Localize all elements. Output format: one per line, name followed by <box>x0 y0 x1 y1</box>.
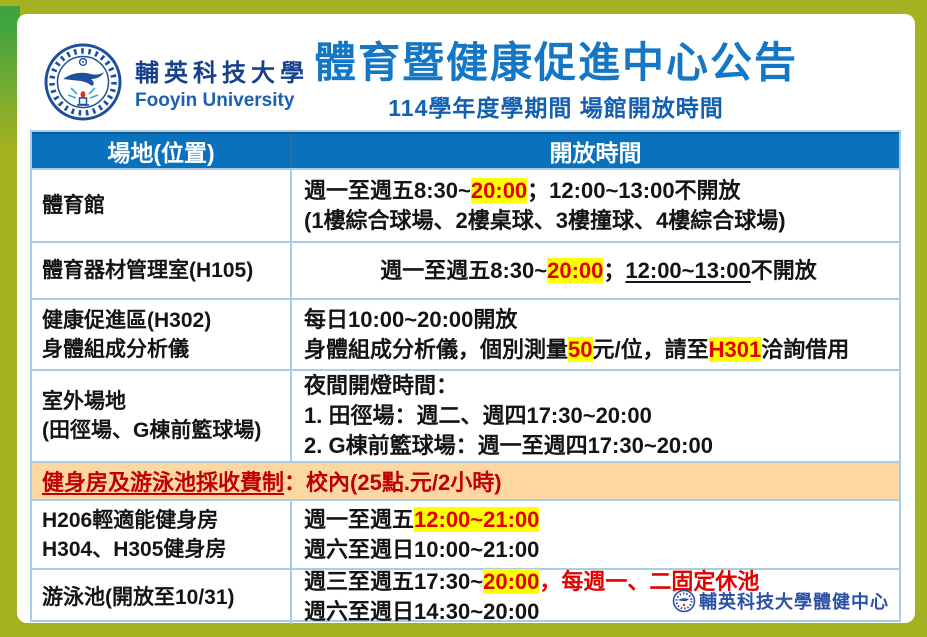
fee-banner-row: 健身房及游泳池採收費制 ：校內(25點.元/2小時) <box>32 461 899 499</box>
text-segment: 12:00~13:00 <box>625 257 751 283</box>
university-name-zh: 輔英科技大學 <box>135 60 309 87</box>
text-segment: 1. 田徑場：週二、週四17:30~20:00 <box>304 403 652 428</box>
hours-cell: 週一至週五8:30~20:00；12:00~13:00不開放 (1樓綜合球場、2樓… <box>292 170 899 241</box>
table-row: 健康促進區(H302) 身體組成分析儀 每日10:00~20:00開放身體組成分析儀… <box>32 298 899 369</box>
green-border-accent <box>0 6 20 156</box>
text-segment: 50 <box>568 336 593 362</box>
location-cell: 體育器材管理室(H105) <box>32 243 292 298</box>
table-row: 體育器材管理室(H105) 週一至週五8:30~20:00；12:00~13:00… <box>32 241 899 298</box>
location-line: 游泳池(開放至10/31) <box>42 585 235 609</box>
text-segment: 每日10:00~20:00開放 <box>304 306 518 332</box>
stamp-logo-icon <box>672 589 696 613</box>
hours-cell: 週一至週五12:00~21:00 週六至週日10:00~21:00 <box>292 501 899 568</box>
location-line: 健康促進區(H302) <box>42 308 212 332</box>
poster-header: 輔英科技大學 Fooyin University 體育暨健康促進中心公告 114… <box>17 14 915 130</box>
text-segment: 週六至週日10:00~21:00 <box>304 536 540 562</box>
text-segment: 週六至週日14:30~20:00 <box>304 599 540 624</box>
location-cell: H206輕適能健身房 H304、H305健身房 <box>32 501 292 568</box>
page-subtitle: 114學年度學期間 場館開放時間 <box>388 95 724 121</box>
hours-cell: 夜間開燈時間： 1. 田徑場：週二、週四17:30~20:00 2. G棟前籃球場：… <box>292 371 899 461</box>
location-line: 體育館 <box>42 194 105 217</box>
hours-line: 週六至週日10:00~21:00 <box>304 535 893 565</box>
text-segment: 週一至週五 <box>304 506 415 532</box>
hours-cell: 每日10:00~20:00開放身體組成分析儀，個別測量50元/位，請至H301洽… <box>292 300 899 369</box>
text-segment: 週三至週五17:30~ <box>304 569 484 594</box>
location-line: 體育器材管理室(H105) <box>42 259 254 282</box>
text-segment: 洽詢借用 <box>761 336 850 362</box>
location-cell: 游泳池(開放至10/31) <box>32 570 292 624</box>
text-segment: 元/位，請至 <box>592 336 709 362</box>
text-segment: 健身房及游泳池採收費制 <box>42 470 285 495</box>
text-segment: 週一至週五8:30~ <box>304 177 471 203</box>
table-header-row: 場地(位置) 開放時間 <box>32 132 899 168</box>
page-title: 體育暨健康促進中心公告 <box>313 39 798 86</box>
hours-line: 身體組成分析儀，個別測量50元/位，請至H301洽詢借用 <box>304 335 893 365</box>
text-segment: 2. G棟前籃球場：週一至週四17:30~20:00 <box>304 433 713 458</box>
university-name-en: Fooyin University <box>135 89 295 111</box>
poster-titles: 體育暨健康促進中心公告 114學年度學期間 場館開放時間 <box>277 40 835 123</box>
text-segment: 不開放 <box>750 257 817 283</box>
hours-line: 夜間開燈時間： <box>304 371 893 401</box>
location-cell: 健康促進區(H302) 身體組成分析儀 <box>32 300 292 369</box>
hours-line: 週六至週日14:30~20:00 <box>304 597 893 627</box>
column-header-hours: 開放時間 <box>549 140 642 166</box>
text-segment: 20:00 <box>470 177 528 203</box>
text-segment: H301 <box>708 336 762 362</box>
text-segment: ，每週一、二固定休池 <box>539 569 760 594</box>
hours-line: 每日10:00~20:00開放 <box>304 305 893 335</box>
text-segment: 夜間開燈時間： <box>304 373 459 398</box>
hours-line: 週一至週五8:30~20:00；12:00~13:00不開放 <box>304 176 893 206</box>
text-segment: 身體組成分析儀，個別測量 <box>304 336 569 362</box>
location-line: H206輕適能健身房 <box>42 508 219 532</box>
table-row: 游泳池(開放至10/31) 週三至週五17:30~20:00，每週一、二固定休池週… <box>32 568 899 624</box>
text-segment: ； <box>603 257 626 283</box>
location-cell: 體育館 <box>32 170 292 241</box>
location-line: 室外場地 <box>42 390 126 413</box>
poster-sheet: 輔英科技大學 Fooyin University 體育暨健康促進中心公告 114… <box>17 14 915 624</box>
hours-line: 1. 田徑場：週二、週四17:30~20:00 <box>304 401 893 431</box>
hours-cell: 週一至週五8:30~20:00；12:00~13:00不開放 <box>292 243 899 298</box>
hours-line: 2. G棟前籃球場：週一至週四17:30~20:00 <box>304 431 893 461</box>
table-body: 體育館 週一至週五8:30~20:00；12:00~13:00不開放 (1樓綜合球場… <box>32 168 899 624</box>
table-row: 體育館 週一至週五8:30~20:00；12:00~13:00不開放 (1樓綜合球場… <box>32 168 899 241</box>
stamp-text: 輔英科技大學體健中心 <box>699 592 889 612</box>
hours-line: 週一至週五12:00~21:00 <box>304 505 893 535</box>
location-line: H304、H305健身房 <box>42 537 227 561</box>
text-segment: 12:00~21:00 <box>414 506 540 532</box>
text-segment: 週一至週五8:30~ <box>380 257 548 283</box>
footer-stamp: 輔英科技大學體健中心 <box>672 588 889 614</box>
hours-line: (1樓綜合球場、2樓桌球、3樓撞球、4樓綜合球場) <box>304 206 893 236</box>
hours-line: 週一至週五8:30~20:00；12:00~13:00不開放 <box>380 256 817 286</box>
schedule-table: 場地(位置) 開放時間 體育館 週一至週五8:30~20:00；12:00~13:… <box>30 130 901 624</box>
university-brand: 輔英科技大學 Fooyin University <box>43 42 309 122</box>
hours-cell: 週三至週五17:30~20:00，每週一、二固定休池 週六至週日14:30~20:… <box>292 567 899 627</box>
text-segment: 20:00 <box>483 569 540 594</box>
location-line: 身體組成分析儀 <box>42 337 189 361</box>
text-segment: (1樓綜合球場、2樓桌球、3樓撞球、4樓綜合球場) <box>304 207 786 233</box>
university-name: 輔英科技大學 Fooyin University <box>135 53 309 112</box>
location-cell: 室外場地 (田徑場、G棟前籃球場) <box>32 371 292 461</box>
text-segment: ：校內(25點.元/2小時) <box>284 470 502 495</box>
table-row: 室外場地 (田徑場、G棟前籃球場) 夜間開燈時間： 1. 田徑場：週二、週四17:30… <box>32 369 899 461</box>
text-segment: ；12:00~13:00不開放 <box>527 177 741 203</box>
hours-line: 週三至週五17:30~20:00，每週一、二固定休池 <box>304 567 893 597</box>
location-line: (田徑場、G棟前籃球場) <box>42 419 262 442</box>
university-logo-icon <box>44 43 122 121</box>
column-header-location: 場地(位置) <box>32 134 292 168</box>
text-segment: 20:00 <box>547 257 604 283</box>
table-row: H206輕適能健身房 H304、H305健身房 週一至週五12:00~21:00 週六… <box>32 499 899 568</box>
